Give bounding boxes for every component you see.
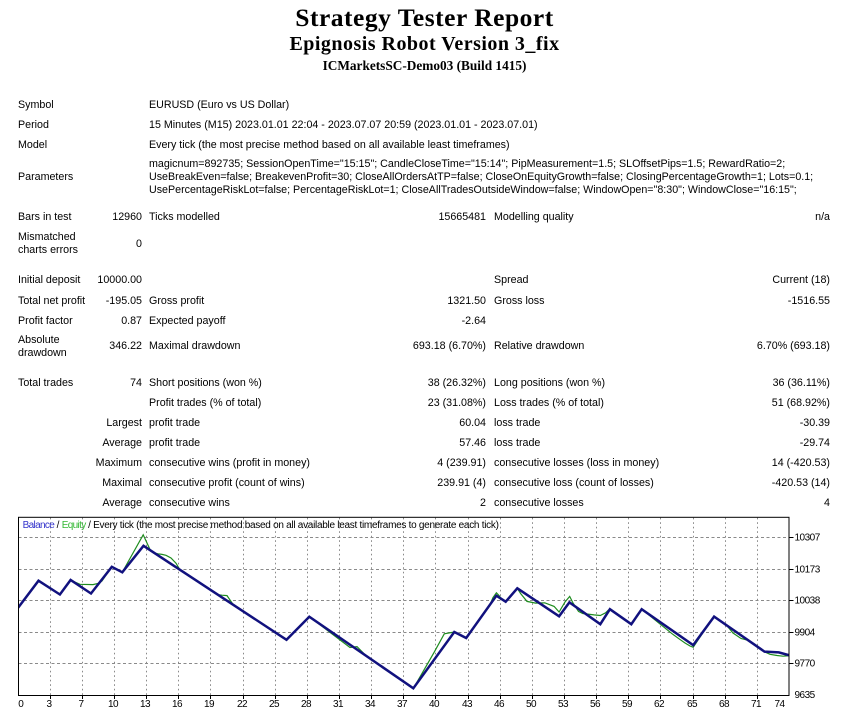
svg-text:37: 37 <box>397 699 408 710</box>
svg-text:53: 53 <box>558 699 569 710</box>
svg-text:65: 65 <box>687 699 698 710</box>
svg-text:28: 28 <box>301 699 312 710</box>
svg-text:74: 74 <box>774 699 785 710</box>
svg-text:0: 0 <box>18 699 24 710</box>
svg-text:34: 34 <box>365 699 376 710</box>
svg-text:10173: 10173 <box>795 565 821 576</box>
svg-text:59: 59 <box>622 699 633 710</box>
svg-text:46: 46 <box>494 699 505 710</box>
svg-text:56: 56 <box>590 699 601 710</box>
svg-text:62: 62 <box>654 699 665 710</box>
svg-text:9770: 9770 <box>795 659 816 670</box>
svg-text:19: 19 <box>204 699 215 710</box>
svg-text:43: 43 <box>462 699 473 710</box>
svg-text:10038: 10038 <box>795 596 821 607</box>
svg-text:10: 10 <box>108 699 119 710</box>
svg-text:9635: 9635 <box>795 690 816 701</box>
svg-text:7: 7 <box>78 699 84 710</box>
svg-text:13: 13 <box>140 699 151 710</box>
svg-text:10307: 10307 <box>795 533 821 544</box>
svg-text:16: 16 <box>172 699 183 710</box>
svg-text:31: 31 <box>333 699 344 710</box>
svg-text:40: 40 <box>429 699 440 710</box>
svg-text:22: 22 <box>237 699 248 710</box>
svg-text:68: 68 <box>719 699 730 710</box>
svg-text:9904: 9904 <box>795 628 816 639</box>
svg-text:25: 25 <box>269 699 280 710</box>
svg-text:71: 71 <box>751 699 762 710</box>
svg-text:3: 3 <box>46 699 52 710</box>
svg-text:50: 50 <box>526 699 537 710</box>
